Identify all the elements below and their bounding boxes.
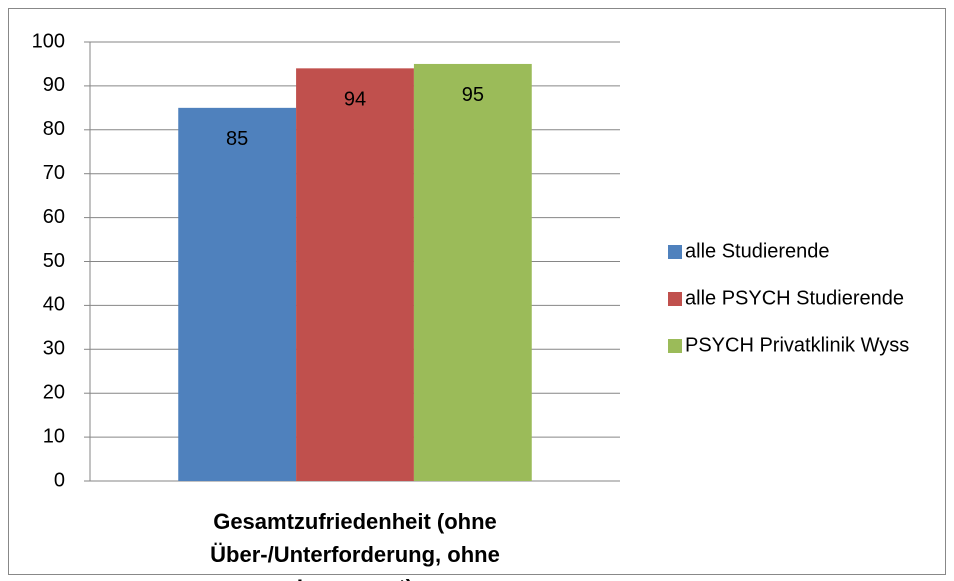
y-tick-label: 0 bbox=[54, 469, 65, 491]
y-tick-label: 40 bbox=[43, 294, 65, 316]
y-tick-label: 30 bbox=[43, 338, 65, 360]
legend-swatch bbox=[668, 292, 682, 306]
data-label: 94 bbox=[344, 89, 366, 111]
y-tick-label: 100 bbox=[32, 30, 65, 52]
data-label: 95 bbox=[462, 84, 484, 106]
legend-label: alle PSYCH Studierende bbox=[685, 287, 904, 309]
legend-label: PSYCH Privatklinik Wyss bbox=[685, 334, 909, 356]
bar bbox=[178, 107, 297, 481]
data-label: 85 bbox=[226, 128, 248, 150]
bar bbox=[296, 68, 414, 481]
y-tick-label: 90 bbox=[43, 74, 65, 96]
bar bbox=[413, 63, 532, 481]
y-tick-label: 80 bbox=[43, 118, 65, 140]
y-tick-label: 60 bbox=[43, 206, 65, 228]
y-tick-label: 10 bbox=[43, 425, 65, 447]
y-tick-label: 70 bbox=[43, 162, 65, 184]
y-tick-label: 50 bbox=[43, 250, 65, 272]
legend-label: alle Studierende bbox=[685, 240, 830, 262]
legend-swatch bbox=[668, 339, 682, 353]
legend-swatch bbox=[668, 245, 682, 259]
x-tick-label: Gesamtzufriedenheit (ohne Über-/Unterfor… bbox=[210, 509, 500, 581]
y-tick-label: 20 bbox=[43, 381, 65, 403]
